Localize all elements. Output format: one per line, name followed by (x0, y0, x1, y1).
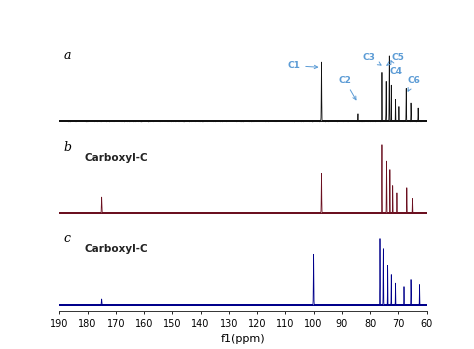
Text: C3: C3 (362, 53, 381, 65)
Text: C2: C2 (338, 76, 356, 100)
Text: a: a (64, 49, 71, 62)
Text: Carboxyl-C: Carboxyl-C (85, 153, 148, 163)
Text: C5: C5 (387, 53, 405, 65)
Text: C6: C6 (408, 76, 420, 91)
Text: C1: C1 (287, 61, 318, 70)
Text: b: b (64, 141, 72, 154)
Text: C4: C4 (390, 61, 402, 76)
X-axis label: f1(ppm): f1(ppm) (220, 334, 265, 344)
Text: c: c (64, 232, 71, 245)
Text: Carboxyl-C: Carboxyl-C (85, 244, 148, 254)
